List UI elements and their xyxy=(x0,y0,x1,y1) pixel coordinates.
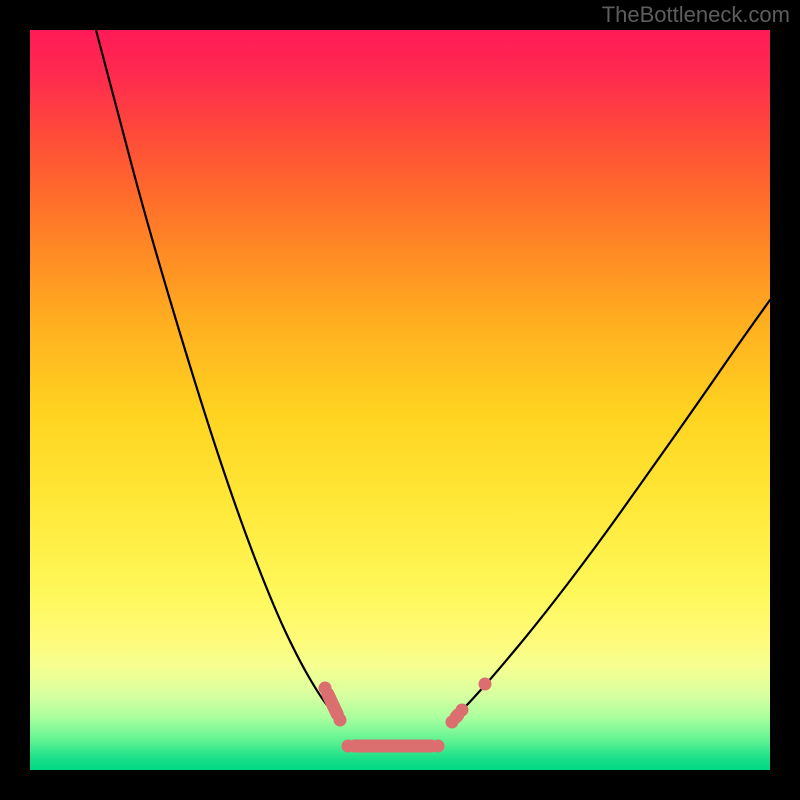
watermark-text: TheBottleneck.com xyxy=(602,2,790,27)
marker-right-dot xyxy=(479,678,492,691)
bottleneck-chart: TheBottleneck.com xyxy=(0,0,800,800)
chart-stage: TheBottleneck.com xyxy=(0,0,800,800)
plot-background xyxy=(30,30,770,770)
marker-bottom-rod xyxy=(342,740,445,753)
